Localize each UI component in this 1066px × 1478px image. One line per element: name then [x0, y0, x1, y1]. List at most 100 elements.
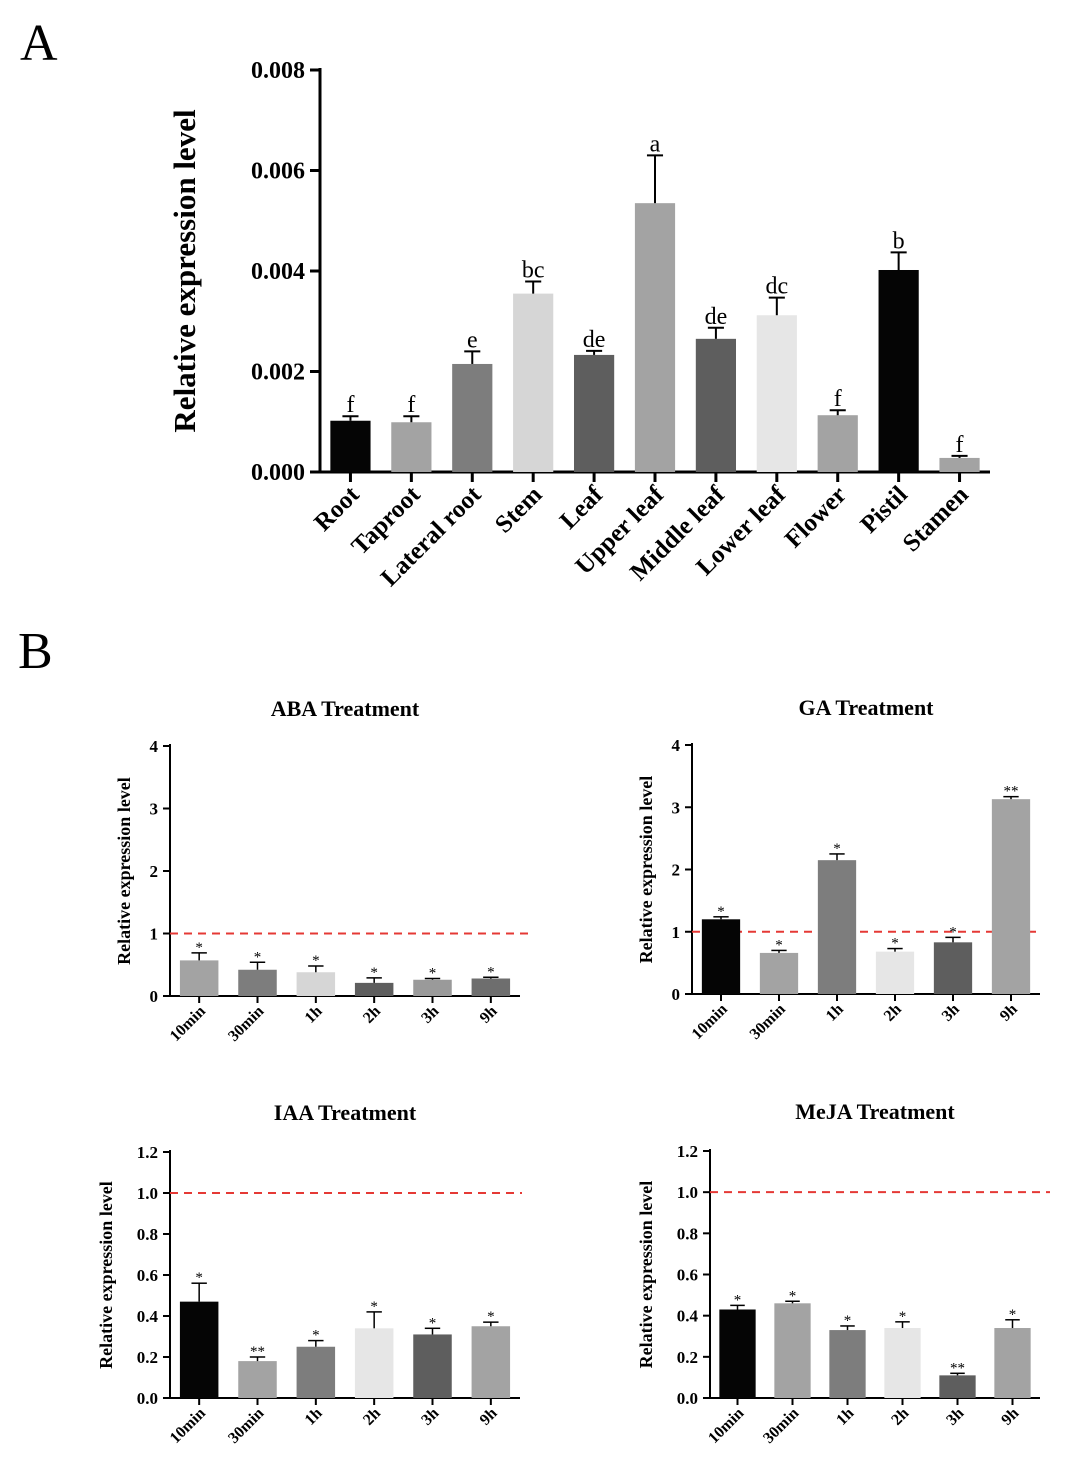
significance-label: *	[195, 940, 203, 956]
y-tick-label: 1	[150, 925, 159, 944]
significance-label: *	[429, 1315, 437, 1331]
y-tick-label: 0.0	[137, 1389, 158, 1408]
y-tick-label: 0.6	[677, 1266, 698, 1285]
significance-label: f	[834, 386, 842, 412]
bar	[756, 315, 797, 472]
significance-label: *	[949, 924, 957, 940]
y-axis-label: Relative expression level	[636, 1181, 656, 1369]
bar	[817, 860, 857, 994]
bar	[774, 1303, 811, 1398]
significance-label: *	[899, 1309, 907, 1325]
y-tick-label: 2	[150, 862, 159, 881]
bar	[634, 203, 676, 472]
bar	[296, 1346, 336, 1398]
bar	[452, 363, 493, 472]
bar	[179, 960, 219, 996]
y-tick-label: 0.2	[677, 1348, 698, 1367]
significance-label: *	[195, 1270, 203, 1286]
y-tick-label: 1.2	[677, 1142, 698, 1161]
bar	[330, 420, 371, 472]
significance-label: **	[1004, 784, 1019, 800]
significance-label: *	[487, 1309, 495, 1325]
chart-title: IAA Treatment	[274, 1100, 417, 1125]
y-tick-label: 0.006	[251, 159, 305, 185]
significance-label: *	[429, 966, 437, 982]
significance-label: *	[844, 1313, 852, 1329]
y-tick-label: 1.0	[137, 1184, 158, 1203]
bar	[513, 293, 554, 472]
y-tick-label: 0.0	[677, 1389, 698, 1408]
significance-label: *	[789, 1288, 797, 1304]
significance-label: *	[717, 904, 725, 920]
significance-label: f	[407, 392, 415, 418]
y-tick-label: 0.8	[677, 1224, 698, 1243]
y-tick-label: 3	[150, 800, 159, 819]
y-axis-label: Relative expression level	[96, 1181, 116, 1369]
bar	[354, 982, 394, 996]
y-tick-label: 4	[150, 737, 159, 756]
significance-label: b	[893, 228, 905, 254]
significance-label: a	[650, 131, 661, 157]
significance-label: *	[833, 841, 841, 857]
bar	[471, 978, 511, 996]
significance-label: *	[370, 1299, 378, 1315]
chart-title: MeJA Treatment	[795, 1099, 955, 1124]
significance-label: bc	[522, 258, 545, 284]
bar	[933, 942, 973, 994]
bar	[471, 1326, 511, 1398]
significance-label: *	[775, 937, 783, 953]
y-tick-label: 0.004	[251, 259, 305, 285]
y-axis-label: Relative expression level	[167, 109, 202, 433]
y-tick-label: 1.0	[677, 1183, 698, 1202]
significance-label: de	[583, 327, 606, 353]
bar	[238, 969, 277, 996]
panel-a-label: A	[20, 15, 58, 72]
significance-label: *	[312, 953, 320, 969]
y-tick-label: 0.8	[137, 1225, 158, 1244]
significance-label: de	[705, 304, 728, 330]
bar	[875, 951, 915, 994]
y-axis-label: Relative expression level	[114, 777, 134, 965]
significance-label: *	[312, 1328, 320, 1344]
significance-label: *	[891, 936, 899, 952]
y-tick-label: 0.008	[251, 58, 305, 84]
significance-label: **	[950, 1360, 965, 1376]
bar	[878, 269, 919, 472]
y-tick-label: 0.2	[137, 1348, 158, 1367]
y-tick-label: 2	[672, 861, 681, 880]
y-tick-label: 3	[672, 798, 681, 817]
significance-label: **	[250, 1344, 265, 1360]
bar	[573, 354, 615, 472]
panel-b-label: B	[18, 623, 53, 680]
bar	[413, 1334, 452, 1398]
bar	[391, 422, 432, 472]
significance-label: dc	[765, 274, 788, 300]
y-tick-label: 0.000	[251, 460, 305, 486]
y-tick-label: 4	[672, 736, 681, 755]
y-tick-label: 0	[672, 985, 681, 1004]
y-tick-label: 1	[672, 923, 681, 942]
bar	[829, 1330, 866, 1398]
bar	[296, 972, 336, 996]
y-tick-label: 0.4	[137, 1307, 159, 1326]
bar	[354, 1328, 394, 1398]
bar	[719, 1309, 756, 1398]
y-tick-label: 0.4	[677, 1307, 699, 1326]
y-tick-label: 0	[150, 987, 159, 1006]
bar	[701, 919, 741, 994]
bar	[238, 1361, 277, 1398]
significance-label: e	[467, 327, 478, 353]
chart-title: ABA Treatment	[271, 696, 420, 721]
significance-label: *	[370, 965, 378, 981]
bar	[939, 1375, 976, 1398]
chart-title: GA Treatment	[798, 695, 934, 720]
bar	[994, 1328, 1031, 1398]
significance-label: f	[346, 392, 354, 418]
bar	[413, 979, 452, 996]
significance-label: *	[487, 964, 495, 980]
y-tick-label: 0.002	[251, 360, 305, 386]
y-tick-label: 1.2	[137, 1143, 158, 1162]
y-axis-label: Relative expression level	[636, 776, 656, 964]
